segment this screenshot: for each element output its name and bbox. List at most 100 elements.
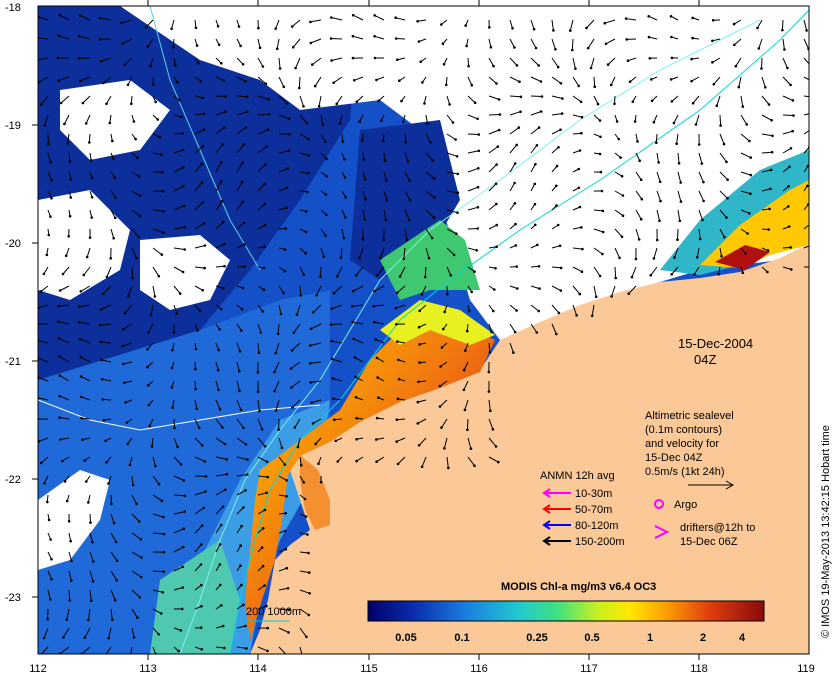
velocity-arrow [593, 114, 601, 121]
velocity-arrow [441, 418, 448, 428]
velocity-arrow [593, 76, 596, 87]
velocity-arrow [278, 168, 288, 173]
velocity-arrow-head [219, 523, 223, 527]
velocity-arrow-head [242, 506, 245, 509]
velocity-arrow-head [678, 219, 682, 223]
velocity-arrow-head [332, 397, 335, 401]
velocity-arrow-head [421, 81, 424, 84]
velocity-arrow-head [355, 459, 358, 463]
velocity-arrow-head [156, 118, 159, 121]
velocity-arrow-head [452, 253, 456, 257]
velocity-arrow [627, 57, 637, 62]
velocity-arrow [38, 76, 49, 83]
velocity-arrow-head [630, 275, 634, 279]
velocity-arrow [316, 285, 322, 296]
velocity-arrow [803, 19, 808, 31]
velocity-arrow-head [670, 56, 674, 60]
velocity-arrow [467, 266, 475, 273]
velocity-arrow-head [243, 265, 246, 268]
velocity-arrow-head [284, 547, 288, 551]
velocity-arrow [131, 171, 140, 177]
velocity-arrow-head [712, 83, 716, 86]
velocity-arrow-head [518, 80, 521, 83]
velocity-arrow [194, 418, 200, 429]
velocity-arrow-head [282, 85, 286, 89]
velocity-arrow [509, 95, 521, 98]
velocity-arrow-head [181, 148, 185, 152]
velocity-arrow [396, 38, 406, 40]
velocity-arrow [278, 114, 290, 120]
velocity-arrow [173, 475, 184, 481]
velocity-arrow [131, 247, 137, 259]
velocity-arrow-head [256, 371, 260, 374]
velocity-arrow [572, 266, 583, 273]
velocity-arrow [551, 323, 557, 335]
velocity-arrow-head [575, 314, 578, 317]
velocity-arrow-head [540, 95, 544, 98]
velocity-arrow-head [157, 633, 160, 636]
velocity-arrow-head [513, 46, 516, 49]
velocity-arrow-head [464, 349, 467, 352]
velocity-arrow-head [90, 216, 93, 219]
velocity-arrow [131, 475, 134, 486]
velocity-arrow-head [160, 499, 164, 503]
altimetry-line-2: (0.1m contours) [645, 424, 722, 436]
velocity-arrow-head [91, 540, 94, 544]
velocity-arrow-head [38, 440, 41, 443]
velocity-arrow-head [241, 161, 244, 164]
velocity-arrow [735, 57, 742, 67]
anmn-item-label: 150-200m [575, 536, 625, 548]
velocity-arrow [425, 114, 428, 124]
velocity-arrow-head [552, 29, 555, 32]
velocity-arrow-head [398, 79, 401, 82]
velocity-arrow-head [295, 313, 299, 317]
velocity-arrow-head [725, 216, 728, 219]
velocity-arrow [310, 38, 322, 44]
velocity-arrow-head [81, 438, 84, 442]
sealevel-contour-2 [149, 6, 261, 271]
velocity-arrow-head [373, 320, 376, 324]
velocity-arrow-head [162, 532, 166, 536]
velocity-arrow-head [691, 101, 695, 105]
velocity-arrow [320, 228, 327, 236]
velocity-arrow [310, 380, 322, 383]
velocity-arrow [79, 35, 91, 40]
velocity-arrow-head [224, 95, 227, 98]
velocity-arrow [173, 546, 184, 553]
swath-green [380, 220, 480, 300]
velocity-arrow-head [538, 287, 541, 290]
velocity-arrow-head [290, 25, 294, 28]
velocity-arrow-head [719, 124, 722, 127]
velocity-arrow-head [43, 481, 46, 485]
velocity-arrow-head [244, 624, 247, 628]
velocity-arrow [194, 399, 198, 409]
velocity-arrow-head [266, 475, 270, 479]
velocity-arrow [124, 57, 133, 65]
velocity-arrow-head [285, 479, 288, 482]
velocity-arrow [173, 247, 185, 250]
velocity-arrow-head [621, 214, 625, 217]
velocity-arrow-head [578, 292, 582, 296]
velocity-arrow-head [519, 110, 522, 113]
velocity-arrow-head [125, 421, 129, 424]
velocity-arrow-head [432, 177, 436, 180]
velocity-arrow-head [139, 537, 143, 541]
velocity-arrow-head [473, 101, 477, 104]
velocity-arrow [740, 95, 744, 107]
velocity-arrow [43, 627, 49, 639]
velocity-arrow [355, 266, 364, 276]
velocity-arrow-head [771, 134, 774, 138]
velocity-arrow-head [77, 305, 81, 309]
velocity-arrow [467, 57, 470, 67]
velocity-arrow-head [70, 559, 73, 563]
velocity-arrow-head [364, 197, 367, 201]
velocity-arrow [509, 163, 516, 173]
velocity-arrow-head [137, 520, 141, 523]
velocity-arrow [650, 266, 658, 276]
velocity-arrow-head [696, 255, 699, 259]
velocity-arrow-head [375, 438, 378, 441]
velocity-arrow [59, 355, 70, 363]
velocity-arrow-head [70, 579, 73, 582]
velocity-arrow-head [791, 99, 795, 102]
velocity-arrow-head [57, 79, 60, 82]
